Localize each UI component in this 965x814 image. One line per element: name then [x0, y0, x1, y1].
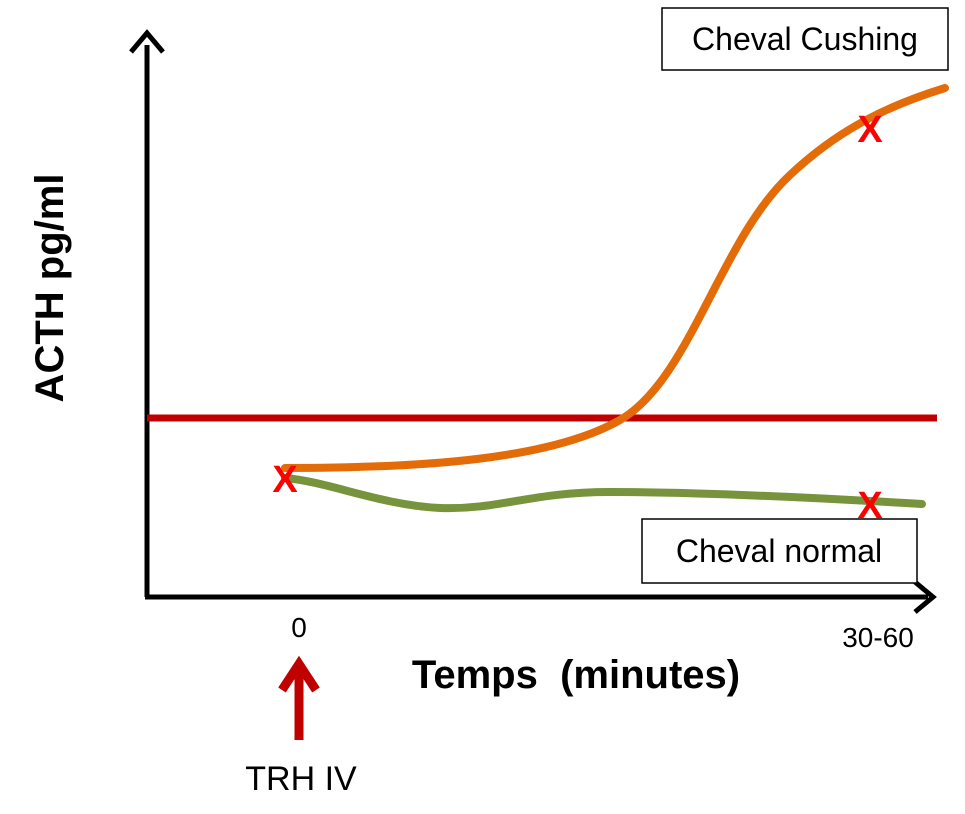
normal-curve	[281, 474, 926, 513]
marker-cushing-end: X	[857, 109, 883, 151]
x-axis-arrowhead	[913, 580, 937, 614]
cushing-label-box	[661, 7, 949, 71]
x-tick-end: 30-60	[842, 622, 914, 653]
x-axis-label: Temps (minutes)	[412, 653, 740, 697]
cushing-label: Cheval Cushing	[692, 21, 918, 57]
x-tick-start: 0	[291, 612, 307, 643]
cushing-curve	[281, 84, 949, 472]
y-axis-label: ACTH pg/ml	[28, 174, 72, 403]
arrow-up-icon	[278, 655, 320, 740]
normal-label: Cheval normal	[676, 533, 882, 569]
marker-start: X	[272, 459, 298, 501]
normal-label-box	[641, 518, 918, 584]
y-axis-arrowhead	[129, 29, 165, 54]
injection-label: TRH IV	[245, 760, 357, 798]
